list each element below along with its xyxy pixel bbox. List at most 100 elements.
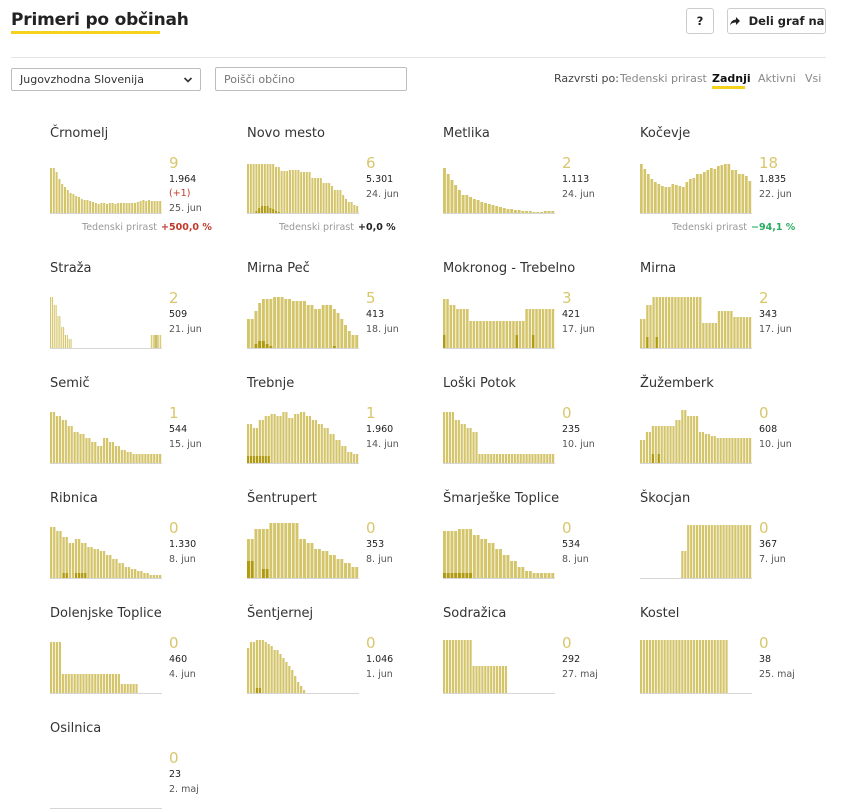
bar bbox=[88, 674, 91, 694]
municipality-card[interactable]: Metlika 2 1.113 24. jun bbox=[443, 126, 623, 241]
last-update-date: 15. jun bbox=[169, 439, 202, 450]
bar bbox=[452, 305, 456, 349]
bar bbox=[261, 420, 264, 464]
municipality-card[interactable]: Kočevje 18 1.835 22. jun Tedenski prirast −94… bbox=[640, 126, 820, 241]
sort-option-latest[interactable]: Zadnji bbox=[712, 72, 751, 85]
search-input[interactable] bbox=[215, 67, 407, 91]
bar bbox=[749, 438, 752, 464]
bar bbox=[663, 640, 666, 694]
help-button[interactable]: ? bbox=[686, 8, 714, 34]
bar bbox=[734, 170, 738, 214]
municipality-card[interactable]: Škocjan 0 367 7. jun bbox=[640, 491, 820, 606]
bar bbox=[291, 523, 295, 579]
bar bbox=[491, 205, 495, 214]
bar-highlight bbox=[258, 688, 261, 694]
region-select[interactable]: Jugovzhodna Slovenija bbox=[11, 68, 201, 91]
bar-highlight bbox=[272, 209, 275, 214]
bar bbox=[459, 309, 462, 349]
latest-new-cases: 0 bbox=[562, 519, 572, 537]
bar bbox=[291, 418, 294, 464]
municipality-name: Ribnica bbox=[50, 491, 98, 506]
bar bbox=[102, 551, 106, 579]
total-cases: 608 bbox=[759, 424, 778, 435]
municipality-card[interactable]: Novo mesto 6 5.301 24. jun Tedenski prirast +… bbox=[247, 126, 427, 241]
bar bbox=[59, 531, 62, 579]
bar bbox=[121, 563, 124, 579]
municipality-name: Škocjan bbox=[640, 491, 691, 506]
bar bbox=[310, 543, 314, 579]
bar bbox=[696, 297, 699, 349]
municipality-card[interactable]: Kostel 0 38 25. maj bbox=[640, 606, 820, 721]
municipality-card[interactable]: Osilnica 0 23 2. maj bbox=[50, 721, 230, 812]
bar bbox=[461, 195, 465, 214]
municipality-card[interactable]: Žužemberk 0 608 10. jun bbox=[640, 376, 820, 491]
bar bbox=[56, 531, 59, 579]
municipality-card[interactable]: Straža 2 509 21. jun bbox=[50, 261, 230, 376]
bar bbox=[502, 208, 506, 214]
municipality-bar-chart bbox=[640, 410, 752, 464]
municipality-card[interactable]: Mirna 2 343 17. jun bbox=[640, 261, 820, 376]
bar bbox=[91, 674, 94, 694]
bar bbox=[448, 412, 452, 464]
share-button[interactable]: Deli graf na bbox=[727, 8, 826, 34]
municipality-card[interactable]: Semič 1 544 15. jun bbox=[50, 376, 230, 491]
bar bbox=[499, 666, 502, 694]
sort-option-all[interactable]: Vsi bbox=[805, 72, 822, 85]
bar bbox=[345, 199, 347, 214]
bar bbox=[543, 454, 546, 464]
bar bbox=[671, 184, 675, 214]
bar bbox=[552, 454, 555, 464]
total-cases: 38 bbox=[759, 654, 772, 665]
municipality-card[interactable]: Mokronog - Trebelno 3 421 17. jun bbox=[443, 261, 623, 376]
bar bbox=[123, 450, 126, 464]
municipality-bar-chart bbox=[443, 640, 555, 694]
bar bbox=[731, 170, 734, 214]
bar bbox=[311, 420, 314, 464]
bar bbox=[280, 171, 283, 214]
municipality-card[interactable]: Sodražica 0 292 27. maj bbox=[443, 606, 623, 721]
municipality-card[interactable]: Šentjernej 0 1.046 1. jun bbox=[247, 606, 427, 721]
bar bbox=[714, 323, 717, 349]
bar bbox=[329, 555, 333, 579]
bar bbox=[528, 571, 532, 579]
bar bbox=[94, 203, 97, 214]
bar bbox=[64, 420, 67, 464]
bar bbox=[696, 525, 699, 579]
bar bbox=[132, 454, 135, 464]
sort-option-active[interactable]: Aktivni bbox=[758, 72, 796, 85]
bar bbox=[83, 200, 86, 214]
bar bbox=[675, 420, 678, 464]
bar bbox=[300, 686, 303, 694]
municipality-card[interactable]: Mirna Peč 5 413 18. jun bbox=[247, 261, 427, 376]
municipality-bar-chart bbox=[247, 640, 359, 694]
municipality-card[interactable]: Šentrupert 0 353 8. jun bbox=[247, 491, 427, 606]
bar bbox=[717, 311, 721, 349]
sort-option-weekly[interactable]: Tedenski prirast bbox=[620, 72, 707, 85]
bar-highlight bbox=[261, 569, 265, 579]
municipality-bar-chart bbox=[640, 640, 752, 694]
bar bbox=[294, 676, 297, 694]
bar bbox=[67, 674, 70, 694]
bar bbox=[63, 327, 65, 349]
bar bbox=[303, 690, 306, 694]
bar bbox=[267, 644, 270, 694]
municipality-card[interactable]: Šmarješke Toplice 0 534 8. jun bbox=[443, 491, 623, 606]
bar bbox=[692, 178, 696, 214]
latest-new-cases: 0 bbox=[562, 634, 572, 652]
bar bbox=[685, 182, 689, 214]
bar bbox=[264, 642, 267, 694]
bar bbox=[719, 525, 722, 579]
total-cases: 1.330 bbox=[169, 539, 197, 550]
municipality-card[interactable]: Črnomelj 9 1.964 (+1) 25. jun Tedenski priras… bbox=[50, 126, 230, 241]
bar bbox=[106, 438, 109, 464]
latest-new-cases: 5 bbox=[366, 289, 376, 307]
latest-new-cases: 0 bbox=[759, 634, 769, 652]
bar bbox=[541, 309, 545, 349]
municipality-card[interactable]: Loški Potok 0 235 10. jun bbox=[443, 376, 623, 491]
bar bbox=[76, 432, 79, 464]
bar bbox=[247, 319, 250, 349]
municipality-card[interactable]: Ribnica 0 1.330 8. jun bbox=[50, 491, 230, 606]
municipality-card[interactable]: Trebnje 1 1.960 14. jun bbox=[247, 376, 427, 491]
municipality-card[interactable]: Dolenjske Toplice 0 460 4. jun bbox=[50, 606, 230, 721]
bar bbox=[481, 454, 484, 464]
